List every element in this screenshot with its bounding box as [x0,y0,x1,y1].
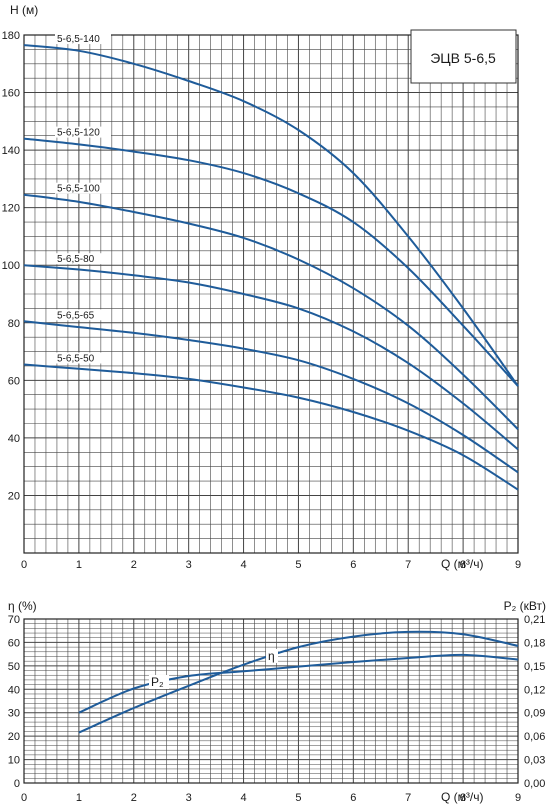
bottom-y-tick-label-left: 60 [8,637,20,649]
bottom-x-tick-label: 2 [131,792,137,804]
curve-label-5-6,5-140: 5-6,5-140 [57,34,100,45]
head-curve-5-6,5-50 [23,363,519,491]
bottom-y-tick-label-right: 0,21 [524,614,545,626]
top-x-tick-label: 7 [405,559,411,571]
chart-title-box-frame [410,29,517,84]
bottom-x-tick-label: 5 [295,792,301,804]
bottom-x-tick-label: 0 [21,792,27,804]
bottom-chart-x-ticks: 0 1 2 3 4 5 6 7 8 9 [21,792,521,804]
bottom-chart-frame [23,618,519,784]
series-label-efficiency: η [268,649,275,663]
bottom-y-tick-label-right: 0,00 [524,778,545,790]
curve-label-5-6,5-100: 5-6,5-100 [57,184,100,195]
curve-label-backdrop [55,253,111,265]
top-y-tick-label: 20 [8,490,20,502]
top-x-tick-label: 9 [515,559,521,571]
top-y-tick-label: 140 [2,145,20,157]
bottom-y-tick-label-right: 0,18 [524,637,545,649]
bottom-y-tick-label-left: 70 [8,614,20,626]
series-label-backdrop [266,649,278,663]
top-y-tick-label: 100 [2,260,20,272]
bottom-y-tick-label-left: 50 [8,661,20,673]
bottom-x-tick-label: 7 [405,792,411,804]
head-curve-5-6,5-120 [23,137,519,387]
top-y-tick-label: 160 [2,88,20,100]
bottom-x-tick-label: 4 [240,792,246,804]
chart-title-box: ЭЦВ 5-6,5 [410,29,517,84]
bottom-y-tick-label-left: 0 [14,778,20,790]
bottom-x-axis-title: Q (м³/ч) [441,790,484,804]
top-y-tick-label: 180 [2,30,20,42]
head-curve-5-6,5-80 [23,264,519,451]
bottom-y-tick-label-right: 0,03 [524,755,545,767]
top-x-tick-label: 5 [295,559,301,571]
top-plot-border [23,34,519,554]
curve-label-backdrop [55,126,111,138]
bottom-x-tick-label: 3 [186,792,192,804]
chart-title: ЭЦВ 5-6,5 [430,50,496,66]
curve-label-5-6,5-80: 5-6,5-80 [57,254,95,265]
top-x-tick-label: 2 [131,559,137,571]
top-y-axis-title: Н (м) [10,3,38,17]
top-x-tick-label: 8 [460,559,466,571]
bottom-y-tick-label-right: 0,12 [524,684,545,696]
bottom-chart-series: η P₂ [78,630,519,734]
bottom-y-tick-label-left: 20 [8,731,20,743]
top-y-tick-label: 120 [2,203,20,215]
head-curve-5-6,5-140 [23,44,519,387]
top-chart-y-ticks: 20 40 60 80 100 120 140 160 180 [2,30,20,502]
top-x-tick-label: 4 [240,559,246,571]
curve-label-5-6,5-120: 5-6,5-120 [57,128,100,139]
bottom-x-tick-label: 6 [350,792,356,804]
bottom-y-tick-label-right: 0,15 [524,661,545,673]
bottom-y-tick-label-left: 40 [8,684,20,696]
top-y-tick-label: 80 [8,318,20,330]
curve-label-backdrop [55,309,111,321]
curve-label-5-6,5-65: 5-6,5-65 [57,310,95,321]
series-label-power: P₂ [151,675,164,689]
bottom-y-tick-label-left: 10 [8,755,20,767]
bottom-chart-y-ticks-right: 0,00 0,03 0,06 0,09 0,12 0,15 0,18 0,21 [524,614,545,790]
curve-label-backdrop [55,352,111,364]
curve-label-backdrop [55,182,111,194]
top-y-tick-label: 40 [8,433,20,445]
curve-label-backdrop [55,33,111,45]
bottom-y-tick-label-right: 0,06 [524,731,545,743]
head-curve-5-6,5-100 [23,193,519,431]
top-chart-x-ticks: 0 1 2 3 4 5 6 7 8 9 [21,559,521,571]
curve-efficiency [78,630,519,734]
bottom-chart-y-ticks-left: 0 10 20 30 40 50 60 70 [8,614,20,790]
bottom-y-axis-title-right: P₂ (кВт) [504,599,546,613]
bottom-y-tick-label-right: 0,09 [524,708,545,720]
bottom-x-tick-label: 1 [76,792,82,804]
top-chart-frame [23,34,519,554]
top-x-tick-label: 6 [350,559,356,571]
top-chart-series: 5-6,5-140 5-6,5-120 5-6,5-100 5-6,5-80 5-6,5… [23,33,519,491]
series-label-backdrop [149,675,169,689]
top-x-tick-label: 3 [186,559,192,571]
bottom-x-tick-label: 9 [515,792,521,804]
top-x-tick-label: 0 [21,559,27,571]
head-curve-5-6,5-65 [23,320,519,474]
top-x-axis-title: Q (м³/ч) [441,557,484,571]
bottom-y-tick-label-left: 30 [8,708,20,720]
curve-label-5-6,5-50: 5-6,5-50 [57,354,95,365]
top-y-tick-label: 60 [8,375,20,387]
bottom-y-axis-title-left: η (%) [8,599,37,613]
bottom-plot-border [23,618,519,784]
bottom-chart-grid [23,618,519,784]
bottom-x-tick-label: 8 [460,792,466,804]
top-x-tick-label: 1 [76,559,82,571]
